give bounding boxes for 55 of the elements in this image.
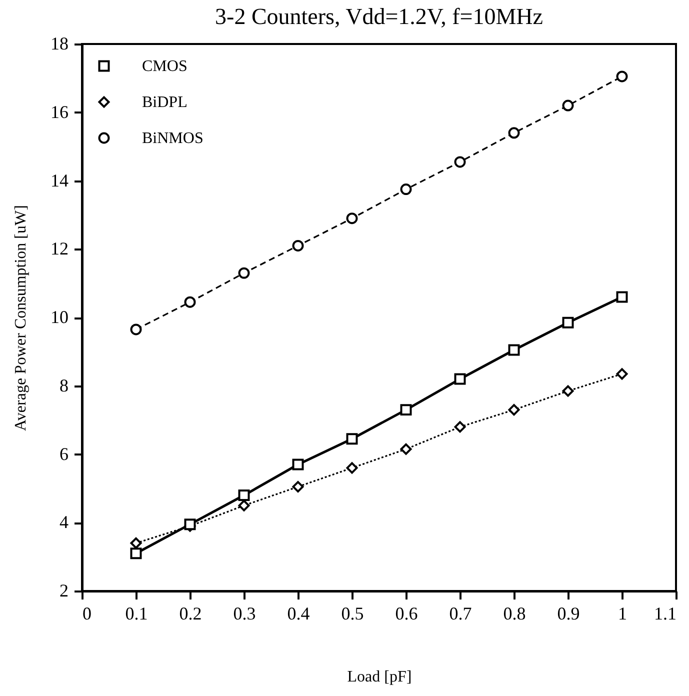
point [400,443,412,455]
point [616,291,628,303]
point [616,70,628,82]
point [292,480,304,492]
point [130,548,142,560]
point [454,373,466,385]
x-tick-label: 0.3 [233,604,256,624]
y-tick-label: 2 [60,580,68,600]
point [346,462,358,474]
y-axis-title: Average Power Consumption [uW] [12,205,30,431]
y-tick-label: 14 [50,170,68,190]
x-tick-label: 0.7 [449,604,472,624]
x-tick-label: 0.2 [179,604,202,624]
point [562,385,574,397]
chart-title: 3-2 Counters, Vdd=1.2V, f=10MHz [215,4,543,29]
y-tick-label: 12 [50,238,68,259]
point [454,421,466,433]
point [238,267,250,279]
point [130,324,142,336]
x-tick-label: 0 [82,604,92,624]
x-tick-label: 0.8 [503,604,526,624]
point [292,240,304,252]
y-tick-label: 16 [50,102,68,122]
x-tick-label: 1.1 [654,604,676,624]
point [346,212,358,224]
point [616,368,628,380]
x-tick-label: 0.4 [287,604,310,624]
y-tick-label: 8 [60,375,68,396]
y-tick-label: 18 [50,34,68,54]
point [400,184,412,196]
point [562,316,574,328]
point [508,404,520,416]
point [346,433,358,445]
y-tick-label: 6 [60,444,68,464]
x-tick-label: 0.5 [341,604,364,624]
y-tick-label: 4 [60,512,68,532]
point [562,100,574,112]
legend-label: BiNMOS [142,130,204,147]
x-tick-label: 0.9 [557,604,580,624]
legend-label: CMOS [142,58,188,75]
point [292,458,304,470]
x-tick-label: 0.6 [395,604,418,624]
x-tick-label: 0.1 [125,604,148,624]
point [400,404,412,416]
point [454,156,466,168]
point [130,537,142,549]
point [238,500,250,512]
x-tick-label: 1 [618,604,627,624]
point [508,344,520,356]
legend-label: BiDPL [142,94,188,111]
point [508,127,520,139]
x-axis-title: Load [pF] [347,668,412,686]
point [184,296,196,308]
y-tick-label: 10 [50,307,68,327]
point [238,490,250,502]
